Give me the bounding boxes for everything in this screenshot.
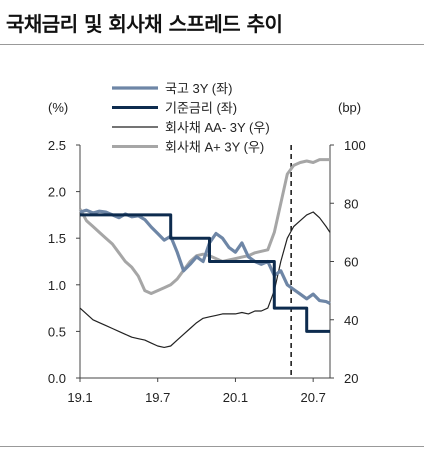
left-tick-label: 0.0 xyxy=(48,371,66,386)
right-tick-label: 20 xyxy=(344,371,358,386)
left-tick-label: 0.5 xyxy=(48,324,66,339)
legend-label: 회사채 A+ 3Y (우) xyxy=(165,140,264,155)
left-tick-label: 1.0 xyxy=(48,278,66,293)
legend-label: 기준금리 (좌) xyxy=(165,101,237,116)
legend-label: 국고 3Y (좌) xyxy=(165,81,232,96)
x-tick-label: 19.7 xyxy=(145,390,170,405)
chart-legend: 국고 3Y (좌) 기준금리 (좌) 회사채 AA- 3Y (우) 회사채 A+ 3Y… xyxy=(112,81,270,155)
left-tick-label: 2.5 xyxy=(48,138,66,153)
series-line-2 xyxy=(79,211,331,348)
right-tick-label: 80 xyxy=(344,196,358,211)
series-line-1 xyxy=(80,213,330,333)
series-line-0 xyxy=(79,208,331,305)
right-tick-label: 100 xyxy=(344,138,366,153)
right-unit-label: (bp) xyxy=(338,100,361,115)
x-tick-label: 20.1 xyxy=(223,390,248,405)
right-tick-label: 60 xyxy=(344,255,358,270)
title-divider xyxy=(0,44,424,45)
series-layer xyxy=(78,158,331,348)
chart-title: 국채금리 및 회사채 스프레드 추이 xyxy=(6,12,283,36)
x-tick-label: 19.1 xyxy=(67,390,92,405)
series-line-3 xyxy=(78,158,330,295)
chart-axes: 0.0 0.5 1.0 1.5 2.0 2.5 20 40 60 80 100 19.1 19.7 20.… xyxy=(48,100,366,405)
left-unit-label: (%) xyxy=(48,100,68,115)
left-tick-label: 1.5 xyxy=(48,231,66,246)
x-tick-label: 20.7 xyxy=(301,390,326,405)
legend-label: 회사채 AA- 3Y (우) xyxy=(165,120,270,135)
left-tick-label: 2.0 xyxy=(48,185,66,200)
bottom-divider xyxy=(0,446,424,447)
right-tick-label: 40 xyxy=(344,313,358,328)
